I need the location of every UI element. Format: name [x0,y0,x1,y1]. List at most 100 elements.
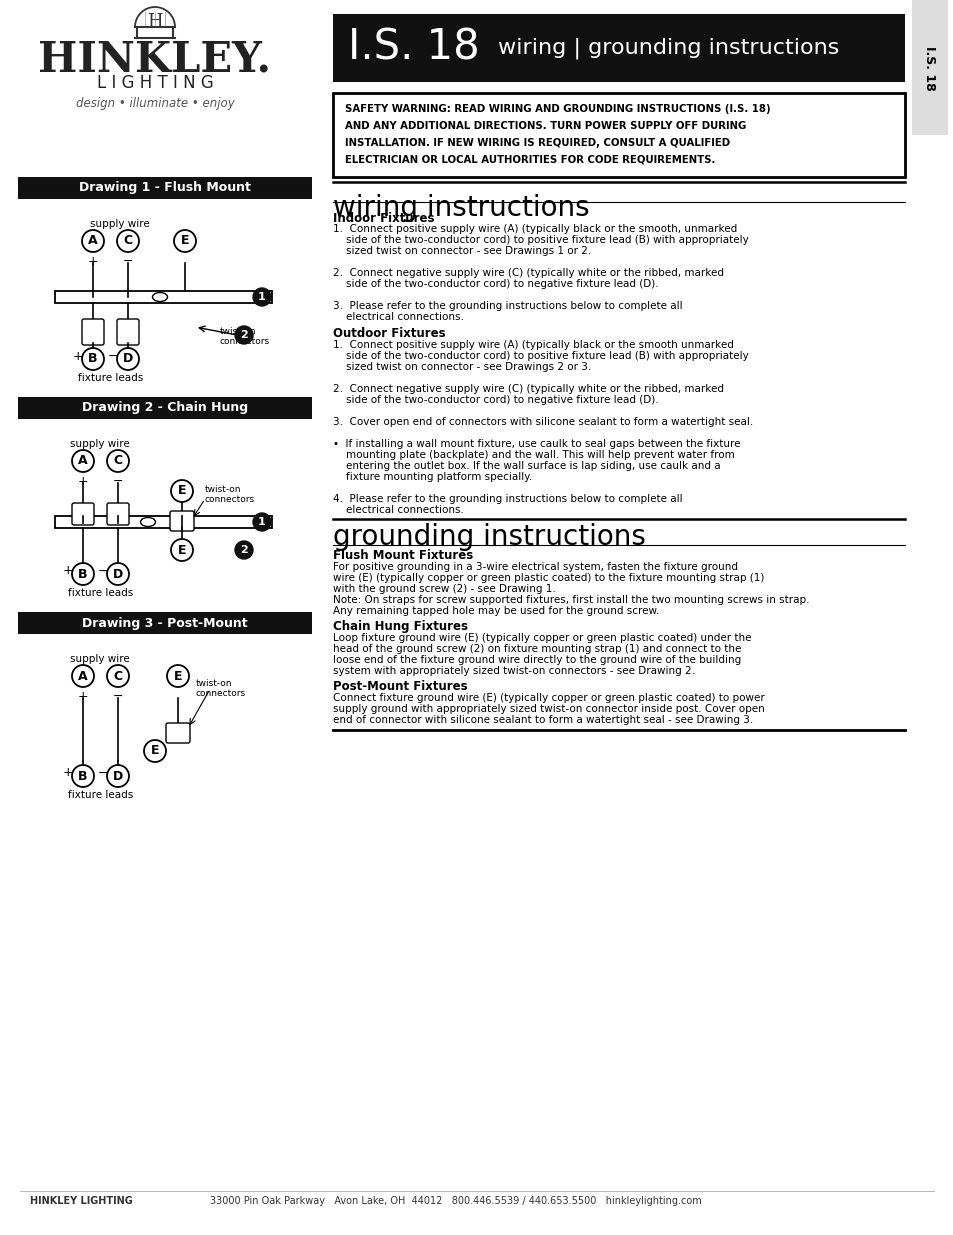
Text: −: − [108,350,118,363]
Text: B: B [89,352,97,366]
Text: HINKLEY LIGHTING: HINKLEY LIGHTING [30,1195,132,1207]
Text: +: + [63,767,73,779]
Text: B: B [78,568,88,580]
Text: −: − [123,254,133,268]
Text: Outdoor Fixtures: Outdoor Fixtures [333,327,445,340]
Circle shape [82,230,104,252]
Text: 1.  Connect positive supply wire (A) (typically black or the smooth unmarked: 1. Connect positive supply wire (A) (typ… [333,340,733,350]
Text: 4.  Please refer to the grounding instructions below to complete all: 4. Please refer to the grounding instruc… [333,494,682,504]
Text: 3.  Please refer to the grounding instructions below to complete all: 3. Please refer to the grounding instruc… [333,301,682,311]
Ellipse shape [152,293,168,301]
Text: supply wire: supply wire [71,438,130,450]
Circle shape [82,348,104,370]
Text: B: B [78,769,88,783]
Text: 33000 Pin Oak Parkway   Avon Lake, OH  44012   800.446.5539 / 440.653.5500   hin: 33000 Pin Oak Parkway Avon Lake, OH 4401… [210,1195,701,1207]
Text: C: C [123,235,132,247]
Bar [333,93,904,177]
Text: fixture mounting platform specially.: fixture mounting platform specially. [333,472,532,482]
Circle shape [144,740,166,762]
Text: 1: 1 [258,291,266,303]
Text: −: − [97,767,108,779]
Text: A: A [78,669,88,683]
Text: loose end of the fixture ground wire directly to the ground wire of the building: loose end of the fixture ground wire dir… [333,655,740,664]
Text: Drawing 2 - Chain Hung: Drawing 2 - Chain Hung [82,401,248,415]
Circle shape [253,513,271,531]
Text: Note: On straps for screw supported fixtures, first install the two mounting scr: Note: On straps for screw supported fixt… [333,595,809,605]
Text: −: − [112,690,123,703]
Text: wiring instructions: wiring instructions [333,194,589,222]
Text: entering the outlet box. If the wall surface is lap siding, use caulk and a: entering the outlet box. If the wall sur… [333,461,720,471]
Text: with the ground screw (2) - see Drawing 1.: with the ground screw (2) - see Drawing … [333,584,556,594]
Text: supply wire: supply wire [90,219,150,228]
Text: side of the two-conductor cord) to positive fixture lead (B) with appropriately: side of the two-conductor cord) to posit… [333,351,748,361]
Circle shape [107,450,129,472]
Circle shape [171,480,193,501]
Circle shape [71,764,94,787]
Text: wire (E) (typically copper or green plastic coated) to the fixture mounting stra: wire (E) (typically copper or green plas… [333,573,763,583]
Text: +: + [77,475,89,488]
FancyBboxPatch shape [117,319,139,345]
Text: Flush Mount Fixtures: Flush Mount Fixtures [333,550,473,562]
Text: C: C [113,669,122,683]
Text: 2.  Connect negative supply wire (C) (typically white or the ribbed, marked: 2. Connect negative supply wire (C) (typ… [333,384,723,394]
Text: SAFETY WARNING: READ WIRING AND GROUNDING INSTRUCTIONS (I.S. 18): SAFETY WARNING: READ WIRING AND GROUNDIN… [345,104,770,114]
Ellipse shape [140,517,155,526]
Text: head of the ground screw (2) on fixture mounting strap (1) and connect to the: head of the ground screw (2) on fixture … [333,643,740,655]
Text: Indoor Fixtures: Indoor Fixtures [333,212,434,225]
Text: side of the two-conductor cord) to negative fixture lead (D).: side of the two-conductor cord) to negat… [333,395,658,405]
Circle shape [71,563,94,585]
Text: connectors: connectors [195,689,246,699]
Bar [911,0,947,135]
Bar [333,14,904,82]
Text: D: D [123,352,133,366]
Text: For positive grounding in a 3-wire electrical system, fasten the fixture ground: For positive grounding in a 3-wire elect… [333,562,738,572]
Text: E: E [177,484,186,498]
Text: sized twist on connector - see Drawings 1 or 2.: sized twist on connector - see Drawings … [333,246,591,256]
Text: +: + [77,690,89,703]
Bar [18,396,312,419]
Text: D: D [112,769,123,783]
Bar [55,516,272,529]
Text: twist-on: twist-on [195,679,233,688]
Circle shape [234,326,253,345]
Text: fixture leads: fixture leads [78,373,143,383]
Text: twist-on: twist-on [220,326,256,336]
Bar [18,177,312,199]
Circle shape [253,288,271,306]
Text: E: E [151,745,159,757]
Text: system with appropriately sized twist-on connectors - see Drawing 2.: system with appropriately sized twist-on… [333,666,695,676]
Circle shape [107,764,129,787]
Text: L I G H T I N G: L I G H T I N G [96,74,213,91]
Text: D: D [112,568,123,580]
Text: Connect fixture ground wire (E) (typically copper or green plastic coated) to po: Connect fixture ground wire (E) (typical… [333,693,764,703]
Text: 1.  Connect positive supply wire (A) (typically black or the smooth, unmarked: 1. Connect positive supply wire (A) (typ… [333,224,737,233]
Text: electrical connections.: electrical connections. [333,312,463,322]
Circle shape [71,664,94,687]
Text: AND ANY ADDITIONAL DIRECTIONS. TURN POWER SUPPLY OFF DURING: AND ANY ADDITIONAL DIRECTIONS. TURN POWE… [345,121,745,131]
Text: fixture leads: fixture leads [68,790,133,800]
Text: wiring | grounding instructions: wiring | grounding instructions [497,37,839,59]
Text: I.S. 18: I.S. 18 [923,46,936,90]
Text: ELECTRICIAN OR LOCAL AUTHORITIES FOR CODE REQUIREMENTS.: ELECTRICIAN OR LOCAL AUTHORITIES FOR COD… [345,156,715,165]
Text: INSTALLATION. IF NEW WIRING IS REQUIRED, CONSULT A QUALIFIED: INSTALLATION. IF NEW WIRING IS REQUIRED,… [345,138,729,148]
Text: E: E [177,543,186,557]
Text: electrical connections.: electrical connections. [333,505,463,515]
Text: end of connector with silicone sealant to form a watertight seal - see Drawing 3: end of connector with silicone sealant t… [333,715,753,725]
Text: side of the two-conductor cord) to positive fixture lead (B) with appropriately: side of the two-conductor cord) to posit… [333,235,748,245]
Text: A: A [88,235,98,247]
FancyBboxPatch shape [107,503,129,525]
Circle shape [171,538,193,561]
Text: connectors: connectors [220,336,270,346]
Circle shape [173,230,195,252]
Text: supply ground with appropriately sized twist-on connector inside post. Cover ope: supply ground with appropriately sized t… [333,704,764,714]
Circle shape [234,541,253,559]
Text: +: + [88,254,98,268]
Text: design • illuminate • enjoy: design • illuminate • enjoy [75,96,234,110]
Text: −: − [97,564,108,578]
FancyBboxPatch shape [71,503,94,525]
Text: twist-on: twist-on [205,484,241,494]
Text: fixture leads: fixture leads [68,588,133,598]
Circle shape [107,664,129,687]
Text: grounding instructions: grounding instructions [333,522,645,551]
Text: 1: 1 [258,517,266,527]
